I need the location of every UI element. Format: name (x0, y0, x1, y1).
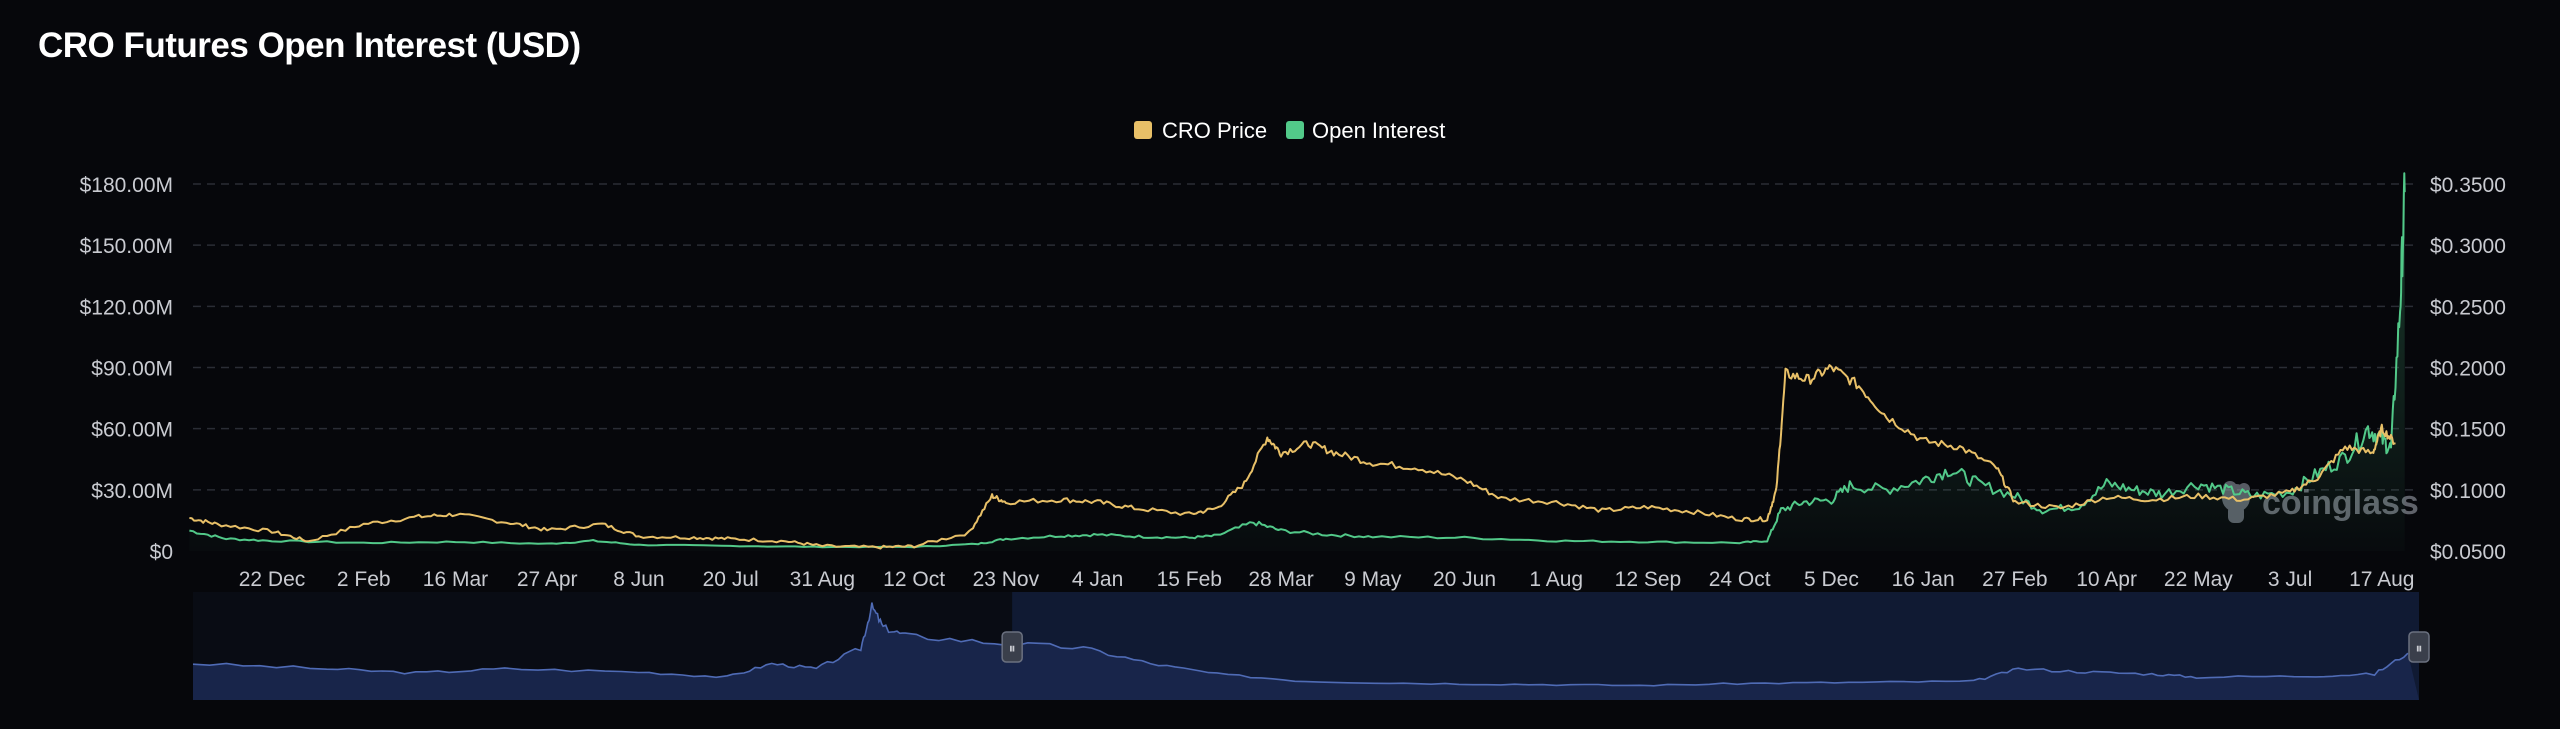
x-tick-label: 27 Feb (1982, 568, 2047, 591)
legend-label-oi: Open Interest (1312, 118, 1445, 143)
y-axis-right: $0.0500 $0.1000 $0.1500 $0.2000 $0.2500 $0.30… (2430, 174, 2506, 564)
x-tick-label: 9 May (1344, 568, 1402, 591)
x-tick-label: 1 Aug (1529, 568, 1583, 591)
y-left-tick-label: $60.00M (91, 419, 173, 442)
x-tick-label: 8 Jun (613, 568, 664, 591)
x-tick-label: 12 Oct (883, 568, 945, 591)
x-tick-label: 3 Jul (2268, 568, 2312, 591)
x-tick-label: 16 Jan (1892, 568, 1955, 591)
x-tick-label: 20 Jul (703, 568, 759, 591)
x-tick-label: 4 Jan (1072, 568, 1123, 591)
y-left-tick-label: $90.00M (91, 358, 173, 381)
x-tick-label: 10 Apr (2076, 568, 2137, 591)
pause-grip-icon: ⏸ (2416, 640, 2423, 656)
x-tick-label: 27 Apr (517, 568, 578, 591)
y-right-tick-label: $0.1000 (2430, 480, 2506, 503)
y-left-tick-label: $150.00M (80, 235, 173, 258)
y-left-tick-label: $120.00M (80, 296, 173, 319)
legend-swatch-oi (1286, 121, 1304, 139)
series-layer (189, 172, 2406, 552)
x-tick-label: 17 Aug (2349, 568, 2414, 591)
x-tick-label: 24 Oct (1709, 568, 1771, 591)
legend[interactable]: CRO Price Open Interest (1134, 118, 1445, 143)
y-right-tick-label: $0.2500 (2430, 296, 2506, 319)
x-tick-label: 22 Dec (239, 568, 306, 591)
open-interest-line[interactable] (189, 172, 2406, 549)
x-tick-label: 16 Mar (423, 568, 488, 591)
chart-title: CRO Futures Open Interest (USD) (38, 26, 581, 65)
y-left-tick-label: $180.00M (80, 174, 173, 197)
navigator-handle-left[interactable]: ⏸ (1001, 631, 1023, 663)
cro-price-line[interactable] (189, 364, 2396, 550)
open-interest-area (189, 173, 2405, 552)
x-tick-label: 12 Sep (1615, 568, 1682, 591)
y-right-tick-label: $0.1500 (2430, 419, 2506, 442)
x-tick-label: 5 Dec (1804, 568, 1859, 591)
grid-lines (193, 183, 2419, 491)
y-axis-left: $0 $30.00M $60.00M $90.00M $120.00M $150.00M $… (80, 174, 173, 564)
x-tick-label: 2 Feb (337, 568, 391, 591)
legend-swatch-price (1134, 121, 1152, 139)
x-tick-label: 22 May (2164, 568, 2233, 591)
x-tick-label: 15 Feb (1157, 568, 1222, 591)
x-axis: 22 Dec 2 Feb 16 Mar 27 Apr 8 Jun 20 Jul 31 Aug… (239, 568, 2415, 591)
y-right-tick-label: $0.2000 (2430, 358, 2506, 381)
legend-item-price[interactable]: CRO Price (1134, 118, 1267, 143)
x-tick-label: 28 Mar (1248, 568, 1313, 591)
legend-item-open-interest[interactable]: Open Interest (1286, 118, 1445, 143)
y-left-tick-label: $30.00M (91, 480, 173, 503)
navigator-handle-right[interactable]: ⏸ (2408, 631, 2430, 663)
x-tick-label: 20 Jun (1433, 568, 1496, 591)
y-right-tick-label: $0.3500 (2430, 174, 2506, 197)
x-tick-label: 23 Nov (973, 568, 1040, 591)
y-right-tick-label: $0.0500 (2430, 541, 2506, 564)
y-right-tick-label: $0.3000 (2430, 235, 2506, 258)
navigator-line (192, 602, 2409, 687)
y-left-tick-label: $0 (150, 541, 173, 564)
navigator[interactable]: ⏸ ⏸ (192, 592, 2430, 700)
x-tick-label: 31 Aug (790, 568, 855, 591)
pause-grip-icon: ⏸ (1009, 640, 1016, 656)
legend-label-price: CRO Price (1162, 118, 1267, 143)
navigator-area (193, 602, 2419, 700)
navigator-series (192, 602, 2419, 700)
